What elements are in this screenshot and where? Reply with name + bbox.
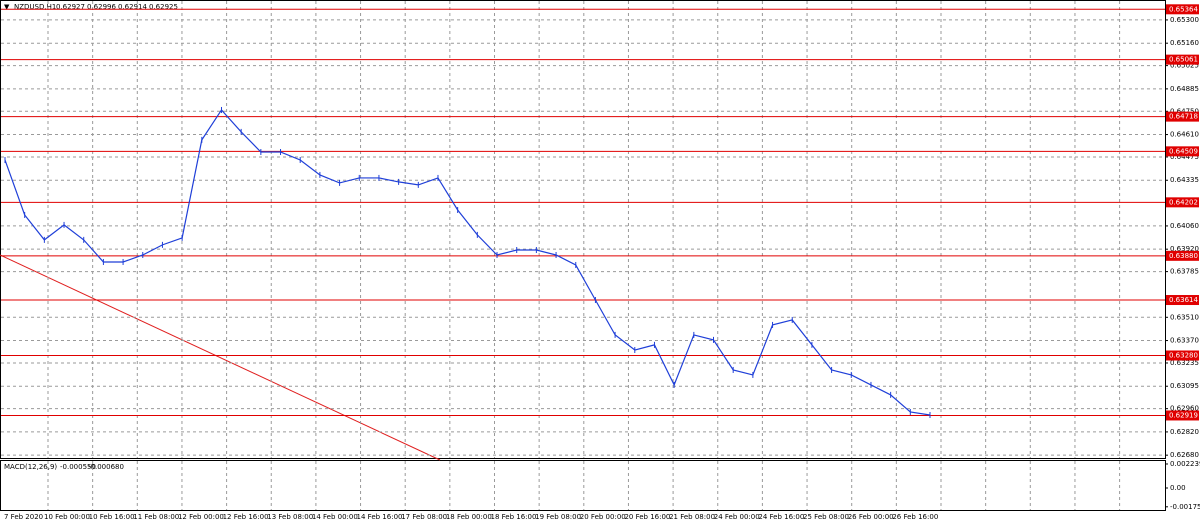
y-tick-label: 0.64060 <box>1170 222 1199 230</box>
level-tag <box>1166 54 1199 65</box>
y-tick-label: 0.62960 <box>1170 405 1199 413</box>
x-tick-label: 12 Feb 00:00 <box>178 513 224 521</box>
x-tick-label: 18 Feb 16:00 <box>491 513 537 521</box>
low: 0.62914 <box>118 3 147 11</box>
macd-main: -0.000550 <box>60 463 96 471</box>
level-label: 0.63614 <box>1169 296 1198 304</box>
y-tick-label: 0.65300 <box>1170 16 1199 24</box>
level-tag <box>1166 350 1199 361</box>
symbol: NZDUSD,H1 <box>14 3 56 11</box>
y-tick-label: 0.64610 <box>1170 131 1199 139</box>
y-tick-label: 0.64750 <box>1170 107 1199 115</box>
x-tick-label: 24 Feb 00:00 <box>714 513 760 521</box>
y-tick-label: 0.65025 <box>1170 62 1199 70</box>
level-label: 0.63280 <box>1169 352 1198 360</box>
y-tick-label: 0.63920 <box>1170 245 1199 253</box>
macd-tick-label: -0.001752 <box>1170 503 1200 511</box>
close: 0.62925 <box>149 3 178 11</box>
y-tick-label: 0.64885 <box>1170 85 1199 93</box>
x-tick-label: 24 Feb 16:00 <box>758 513 804 521</box>
y-tick-label: 0.65160 <box>1170 39 1199 47</box>
y-tick-label: 0.62680 <box>1170 451 1199 459</box>
x-tick-label: 10 Feb 00:00 <box>44 513 90 521</box>
level-tag <box>1166 4 1199 15</box>
x-tick-label: 11 Feb 08:00 <box>133 513 179 521</box>
macd-tick-label: 0.002239 <box>1170 460 1200 468</box>
x-tick-label: 18 Feb 00:00 <box>446 513 492 521</box>
x-tick-label: 14 Feb 16:00 <box>357 513 403 521</box>
price-panel <box>0 0 1166 459</box>
x-tick-label: 19 Feb 08:00 <box>535 513 581 521</box>
x-tick-label: 20 Feb 16:00 <box>624 513 670 521</box>
x-tick-label: 13 Feb 08:00 <box>267 513 313 521</box>
macd-label: MACD(12,26,9) <box>4 463 57 471</box>
x-tick-label: 17 Feb 08:00 <box>401 513 447 521</box>
x-tick-label: 21 Feb 08:00 <box>669 513 715 521</box>
level-tag <box>1166 146 1199 157</box>
level-tag <box>1166 410 1199 421</box>
y-tick-label: 0.64335 <box>1170 176 1199 184</box>
x-tick-label: 20 Feb 00:00 <box>580 513 626 521</box>
x-tick-label: 14 Feb 00:00 <box>312 513 358 521</box>
header: ▼ NZDUSD,H1 0.62927 0.62996 0.62914 0.62… <box>4 3 178 11</box>
x-tick-label: 25 Feb 08:00 <box>803 513 849 521</box>
level-tag <box>1166 250 1199 261</box>
x-tick-label: 26 Feb 16:00 <box>892 513 938 521</box>
y-tick-label: 0.63370 <box>1170 337 1199 345</box>
macd-signal: -0.000680 <box>88 463 124 471</box>
level-tag <box>1166 295 1199 306</box>
level-label: 0.65364 <box>1169 5 1198 13</box>
level-label: 0.64202 <box>1169 198 1198 206</box>
macd-tick-label: 0.00 <box>1170 484 1186 492</box>
x-tick-label: 12 Feb 16:00 <box>223 513 269 521</box>
y-tick-label: 0.63785 <box>1170 268 1199 276</box>
x-tick-label: 10 Feb 16:00 <box>89 513 135 521</box>
level-label: 0.62919 <box>1169 411 1198 419</box>
y-tick-label: 0.62820 <box>1170 428 1199 436</box>
level-label: 0.64509 <box>1169 147 1198 155</box>
macd-panel <box>0 460 1166 511</box>
high: 0.62996 <box>87 3 116 11</box>
x-tick-label: 26 Feb 00:00 <box>848 513 894 521</box>
level-label: 0.64718 <box>1169 113 1198 121</box>
y-tick-label: 0.63510 <box>1170 313 1199 321</box>
level-label: 0.63880 <box>1169 252 1198 260</box>
trend-line <box>0 254 441 461</box>
level-tag <box>1166 197 1199 208</box>
y-tick-label: 0.64475 <box>1170 153 1199 161</box>
level-label: 0.65061 <box>1169 56 1198 64</box>
open: 0.62927 <box>56 3 85 11</box>
price-line <box>4 108 931 416</box>
y-tick-label: 0.63235 <box>1170 359 1199 367</box>
level-tag <box>1166 111 1199 122</box>
x-tick-label: 7 Feb 2020 <box>4 513 43 521</box>
y-tick-label: 0.63095 <box>1170 382 1199 390</box>
collapse-icon[interactable]: ▼ <box>4 3 10 11</box>
